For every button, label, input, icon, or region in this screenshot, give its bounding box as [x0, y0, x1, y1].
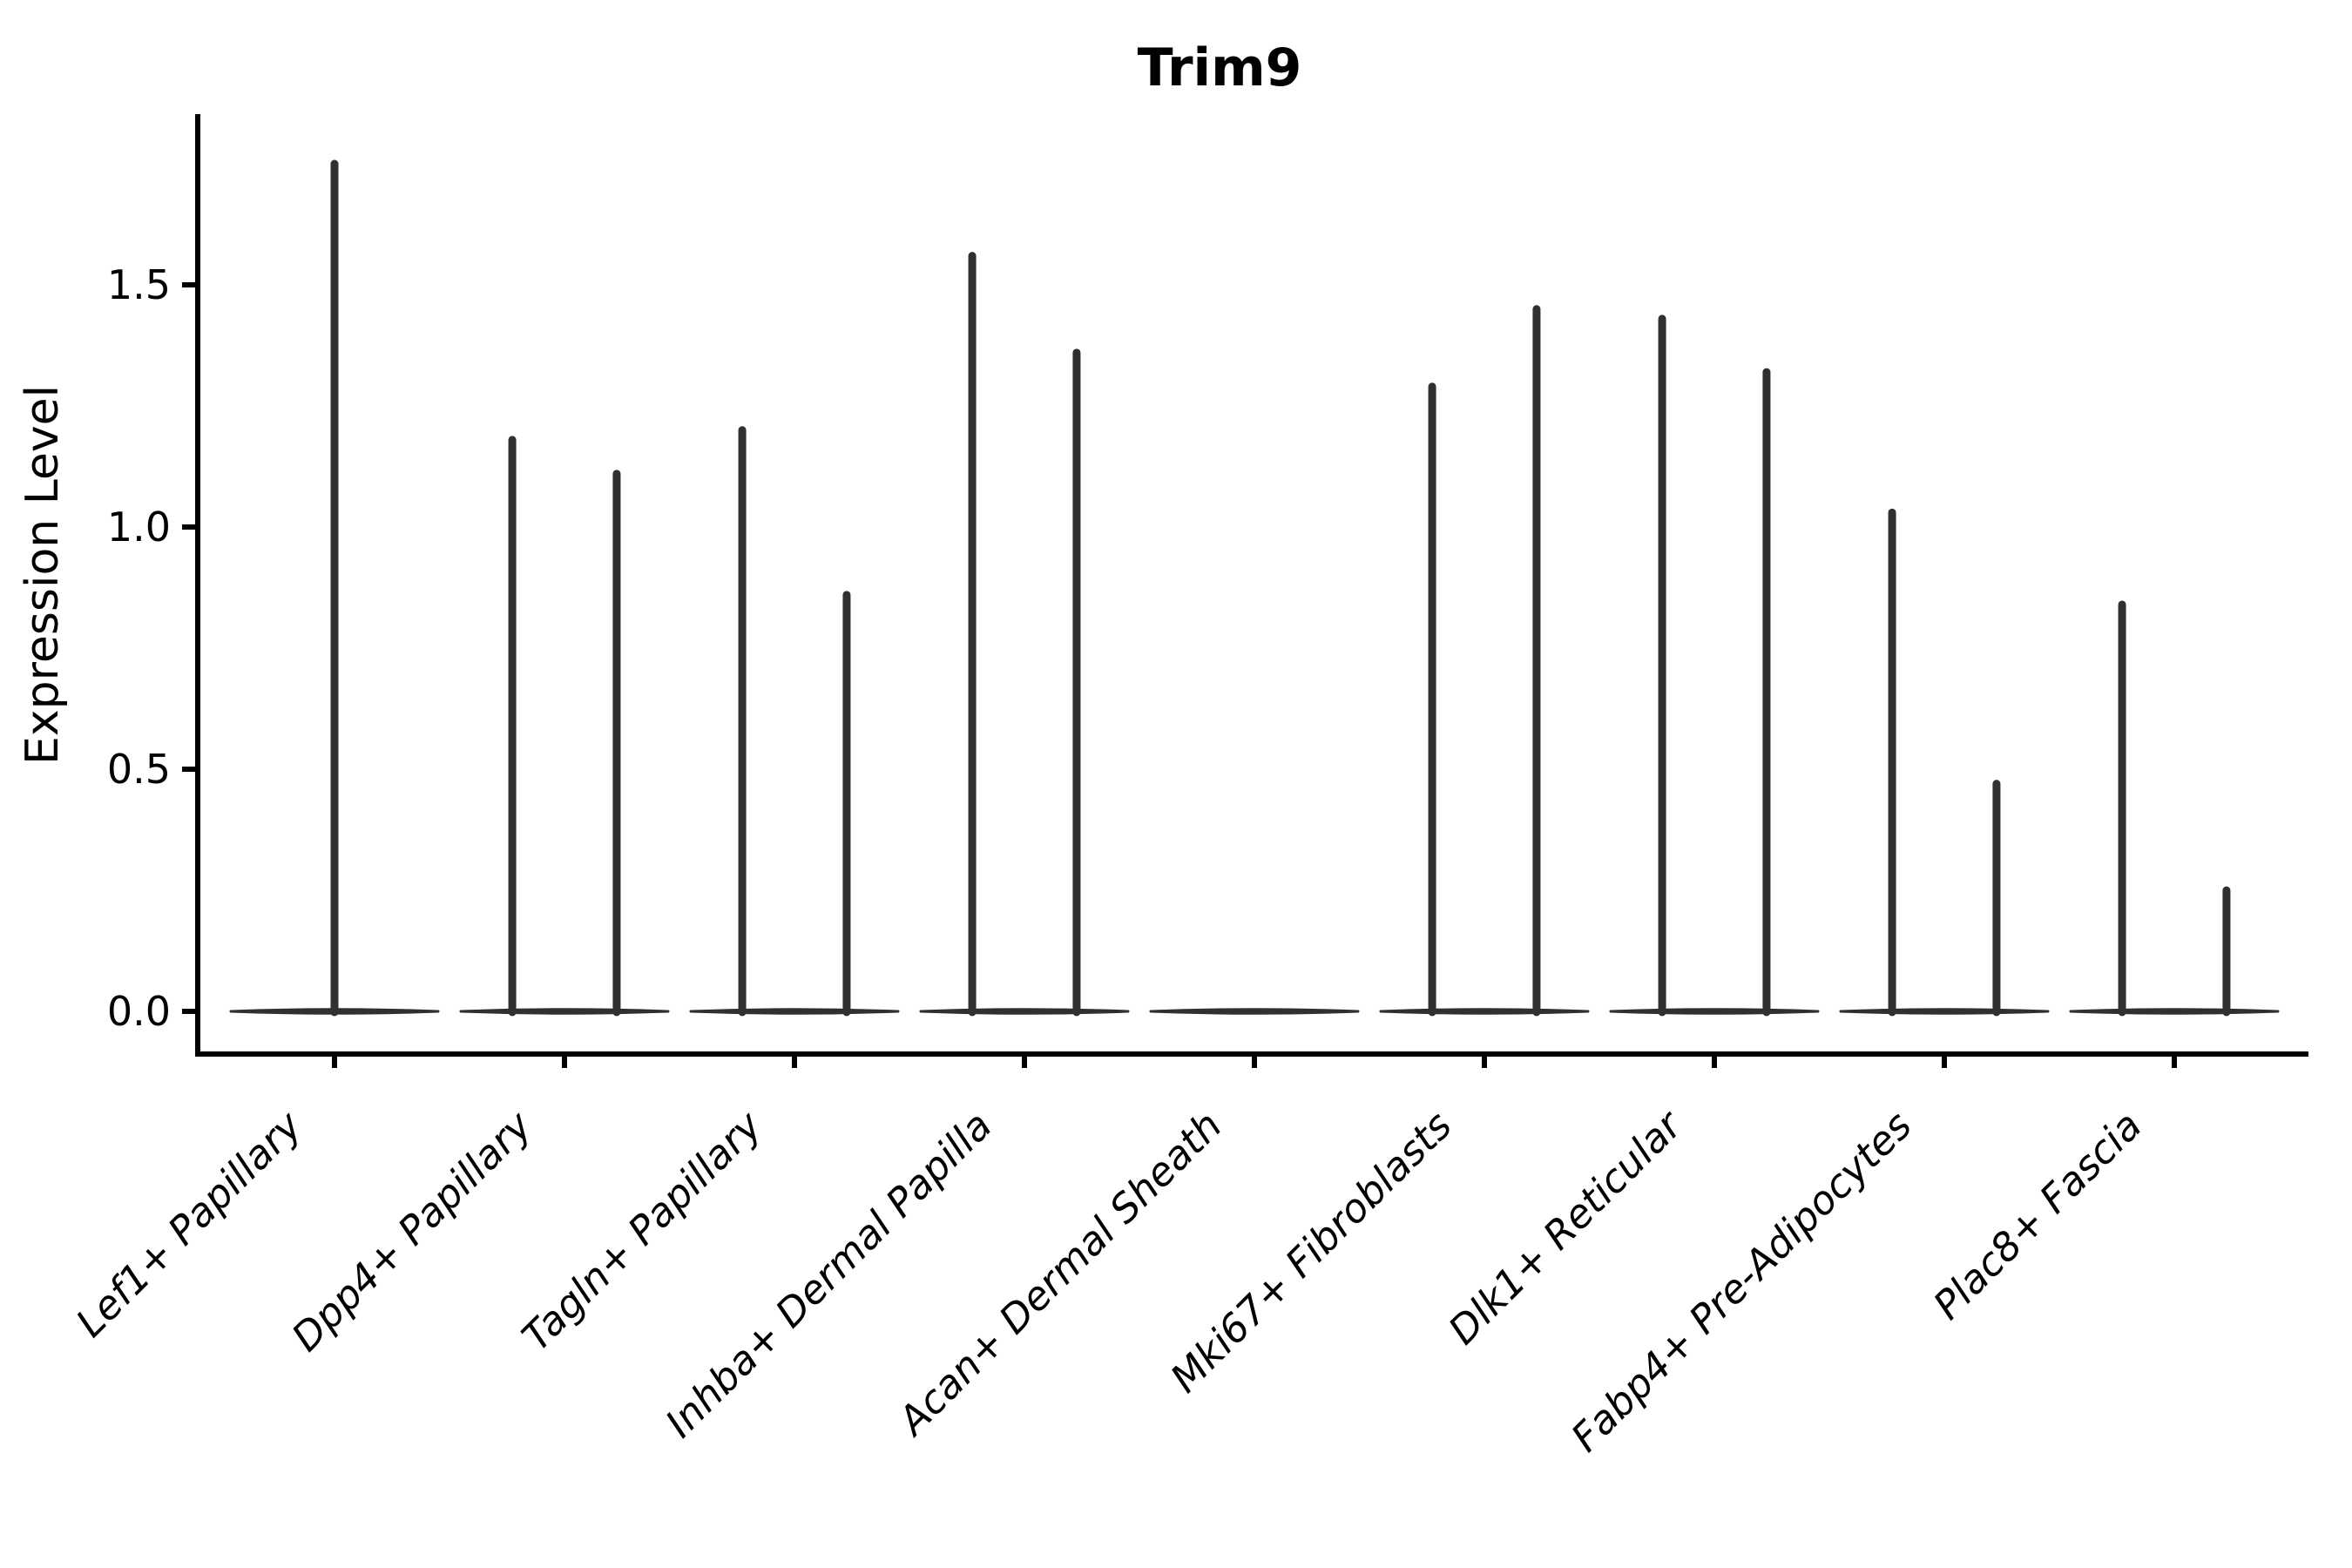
violin-baseline	[459, 1008, 670, 1015]
y-tick-label: 0.5	[107, 746, 171, 793]
violin-baseline	[1839, 1008, 2050, 1015]
x-tick-label: Plac8+ Fascia	[1924, 1102, 2151, 1328]
y-axis-label: Expression Level	[17, 385, 69, 765]
y-tick-label: 0.0	[107, 988, 171, 1035]
violin-baseline	[919, 1008, 1130, 1015]
violin-baseline	[689, 1008, 900, 1015]
x-tick-label: Lef1+ Papillary	[67, 1101, 312, 1346]
y-tick-label: 1.5	[107, 261, 171, 308]
chart-title: Trim9	[1138, 37, 1302, 98]
violin-baseline	[2069, 1008, 2280, 1015]
y-tick-label: 1.0	[107, 504, 171, 551]
violin-baseline	[1379, 1008, 1590, 1015]
axes-layer: 0.0 0.5 1.0 1.5	[107, 114, 2308, 1068]
violin-baseline	[1609, 1008, 1820, 1015]
x-tick-label: Tagln+ Papillary	[513, 1101, 772, 1360]
violin-baseline	[1149, 1008, 1360, 1015]
violin-layer	[229, 159, 2280, 1017]
x-tick-label: Dpp4+ Papillary	[283, 1101, 542, 1360]
x-tick-label: Dlk1+ Reticular	[1439, 1101, 1692, 1354]
